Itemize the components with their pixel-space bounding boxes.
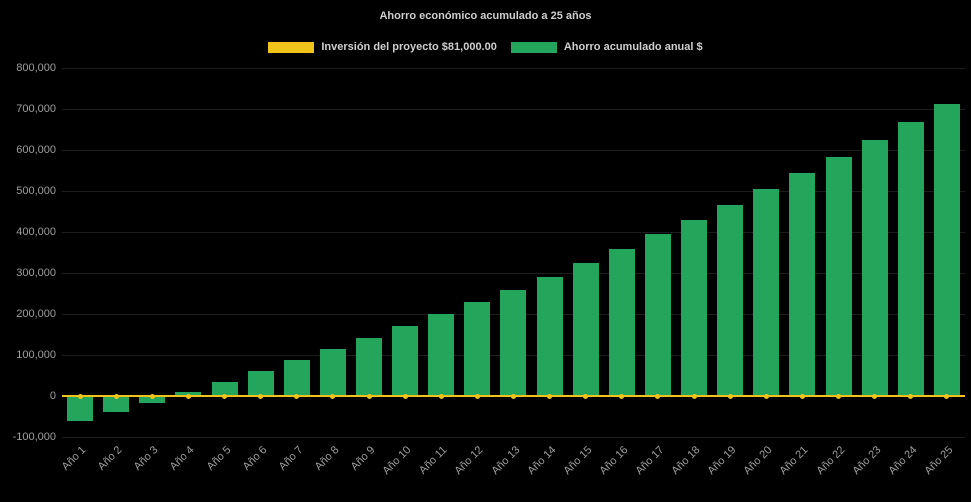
plot-area: [62, 68, 965, 438]
investment-point: [872, 393, 878, 399]
investment-point: [438, 393, 444, 399]
y-tick-label: 200,000: [16, 308, 56, 320]
bar-año-7: [283, 359, 310, 396]
bar-año-3: [139, 396, 166, 403]
gridline: [62, 150, 965, 151]
gridline: [62, 191, 965, 192]
investment-point: [330, 393, 336, 399]
investment-point: [113, 393, 119, 399]
investment-point: [402, 393, 408, 399]
investment-point: [511, 393, 516, 399]
investment-point: [583, 393, 589, 399]
gridline: [62, 437, 965, 438]
gridline: [62, 68, 965, 69]
bar-año-2: [103, 396, 130, 412]
investment-point: [222, 393, 228, 399]
y-tick-label: 100,000: [16, 349, 56, 361]
chart-legend: Inversión del proyecto $81,000.00 Ahorro…: [0, 41, 971, 53]
x-axis: Año 1 Año 2 Año 3 Año 4 Año 5 Año 6 Año 7 Año 8…: [60, 440, 965, 485]
investment-point: [294, 393, 300, 399]
y-tick-label: 300,000: [16, 267, 56, 279]
y-tick-label: 0: [49, 390, 56, 402]
legend-label-investment: Inversión del proyecto $81,000.00: [321, 41, 497, 53]
investment-point: [185, 393, 191, 399]
y-tick-label: 500,000: [16, 185, 56, 197]
bar-año-18: [681, 219, 708, 396]
bar-año-6: [247, 370, 274, 396]
bar-año-8: [319, 348, 346, 396]
investment-point: [474, 393, 480, 399]
bar-año-11: [428, 314, 455, 396]
gridline: [62, 109, 965, 110]
investment-point: [727, 393, 733, 399]
investment-point: [366, 393, 372, 399]
savings-swatch-icon: [510, 41, 557, 53]
investment-swatch-icon: [268, 41, 315, 53]
chart-container: Ahorro económico acumulado a 25 años Inv…: [0, 10, 971, 485]
bar-año-19: [717, 204, 744, 396]
bar-año-21: [789, 173, 816, 396]
investment-point: [799, 393, 805, 399]
legend-item-investment: Inversión del proyecto $81,000.00: [268, 41, 497, 53]
legend-label-savings: Ahorro acumulado anual $: [563, 41, 703, 53]
bar-año-16: [608, 249, 635, 396]
investment-point: [763, 393, 769, 399]
legend-item-savings: Ahorro acumulado anual $: [510, 41, 703, 53]
bar-año-17: [644, 234, 671, 396]
bar-año-10: [392, 325, 419, 396]
y-tick-label: 400,000: [16, 226, 56, 238]
bar-año-20: [753, 188, 780, 396]
y-axis: 800,000 700,000 600,000 500,000 400,000 300,0…: [0, 62, 56, 443]
bar-año-1: [67, 396, 94, 421]
bar-año-15: [572, 263, 599, 396]
bar-año-13: [500, 289, 527, 396]
investment-point: [944, 393, 950, 399]
investment-point: [655, 393, 661, 399]
bar-año-22: [825, 156, 852, 396]
gridline: [62, 273, 965, 274]
investment-point: [619, 393, 625, 399]
y-tick-label: 800,000: [16, 62, 56, 74]
bar-año-12: [464, 302, 491, 396]
bar-año-23: [861, 139, 888, 396]
chart-title: Ahorro económico acumulado a 25 años: [379, 10, 592, 22]
investment-point: [908, 393, 914, 399]
investment-point: [547, 393, 553, 399]
investment-point: [691, 393, 697, 399]
bar-año-14: [536, 276, 563, 396]
bar-año-5: [211, 381, 238, 396]
bar-año-24: [897, 122, 924, 396]
investment-point: [258, 393, 264, 399]
investment-point: [77, 393, 83, 399]
gridline: [62, 232, 965, 233]
y-tick-label: 600,000: [16, 144, 56, 156]
investment-point: [836, 393, 842, 399]
y-tick-label: -100,000: [12, 431, 56, 443]
bar-año-25: [933, 104, 960, 396]
investment-point: [149, 393, 155, 399]
bar-año-9: [356, 337, 383, 396]
y-tick-label: 700,000: [16, 103, 56, 115]
